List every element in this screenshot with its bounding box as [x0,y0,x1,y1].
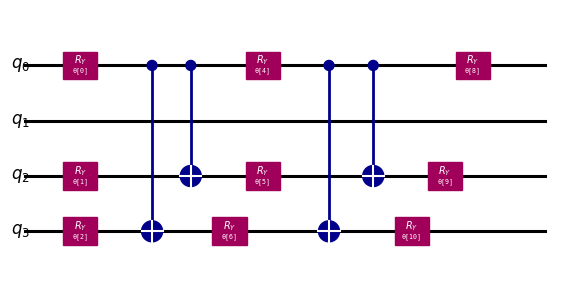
Circle shape [180,166,201,186]
Text: $q_0$: $q_0$ [11,56,30,74]
FancyBboxPatch shape [212,218,246,245]
Text: $q_3$: $q_3$ [11,222,30,240]
FancyBboxPatch shape [63,52,98,79]
Circle shape [142,221,162,242]
FancyBboxPatch shape [63,162,98,190]
FancyBboxPatch shape [63,218,98,245]
Text: θ[5]: θ[5] [255,178,271,185]
Text: $R_Y$: $R_Y$ [406,219,418,233]
Text: $R_Y$: $R_Y$ [73,54,87,67]
Text: θ[0]: θ[0] [72,68,88,74]
FancyBboxPatch shape [395,218,429,245]
FancyBboxPatch shape [456,52,490,79]
Circle shape [147,61,157,71]
Text: θ[6]: θ[6] [222,233,237,240]
FancyBboxPatch shape [245,162,280,190]
FancyBboxPatch shape [428,162,462,190]
Text: $R_Y$: $R_Y$ [73,164,87,178]
Text: $R_Y$: $R_Y$ [256,54,270,67]
Text: θ[2]: θ[2] [72,233,88,240]
Text: θ[9]: θ[9] [437,178,453,185]
Text: $R_Y$: $R_Y$ [438,164,452,178]
Text: $q_2$: $q_2$ [11,167,30,185]
Circle shape [186,61,196,71]
Text: θ[10]: θ[10] [402,233,422,240]
Text: θ[8]: θ[8] [465,68,481,74]
Text: $R_Y$: $R_Y$ [223,219,236,233]
Text: $R_Y$: $R_Y$ [256,164,270,178]
Text: $R_Y$: $R_Y$ [466,54,479,67]
Text: θ[4]: θ[4] [255,68,271,74]
Circle shape [363,166,384,186]
Text: θ[1]: θ[1] [72,178,88,185]
Circle shape [368,61,378,71]
Circle shape [319,221,340,242]
Text: $q_1$: $q_1$ [11,112,30,130]
Text: $R_Y$: $R_Y$ [73,219,87,233]
Circle shape [324,61,334,71]
FancyBboxPatch shape [245,52,280,79]
